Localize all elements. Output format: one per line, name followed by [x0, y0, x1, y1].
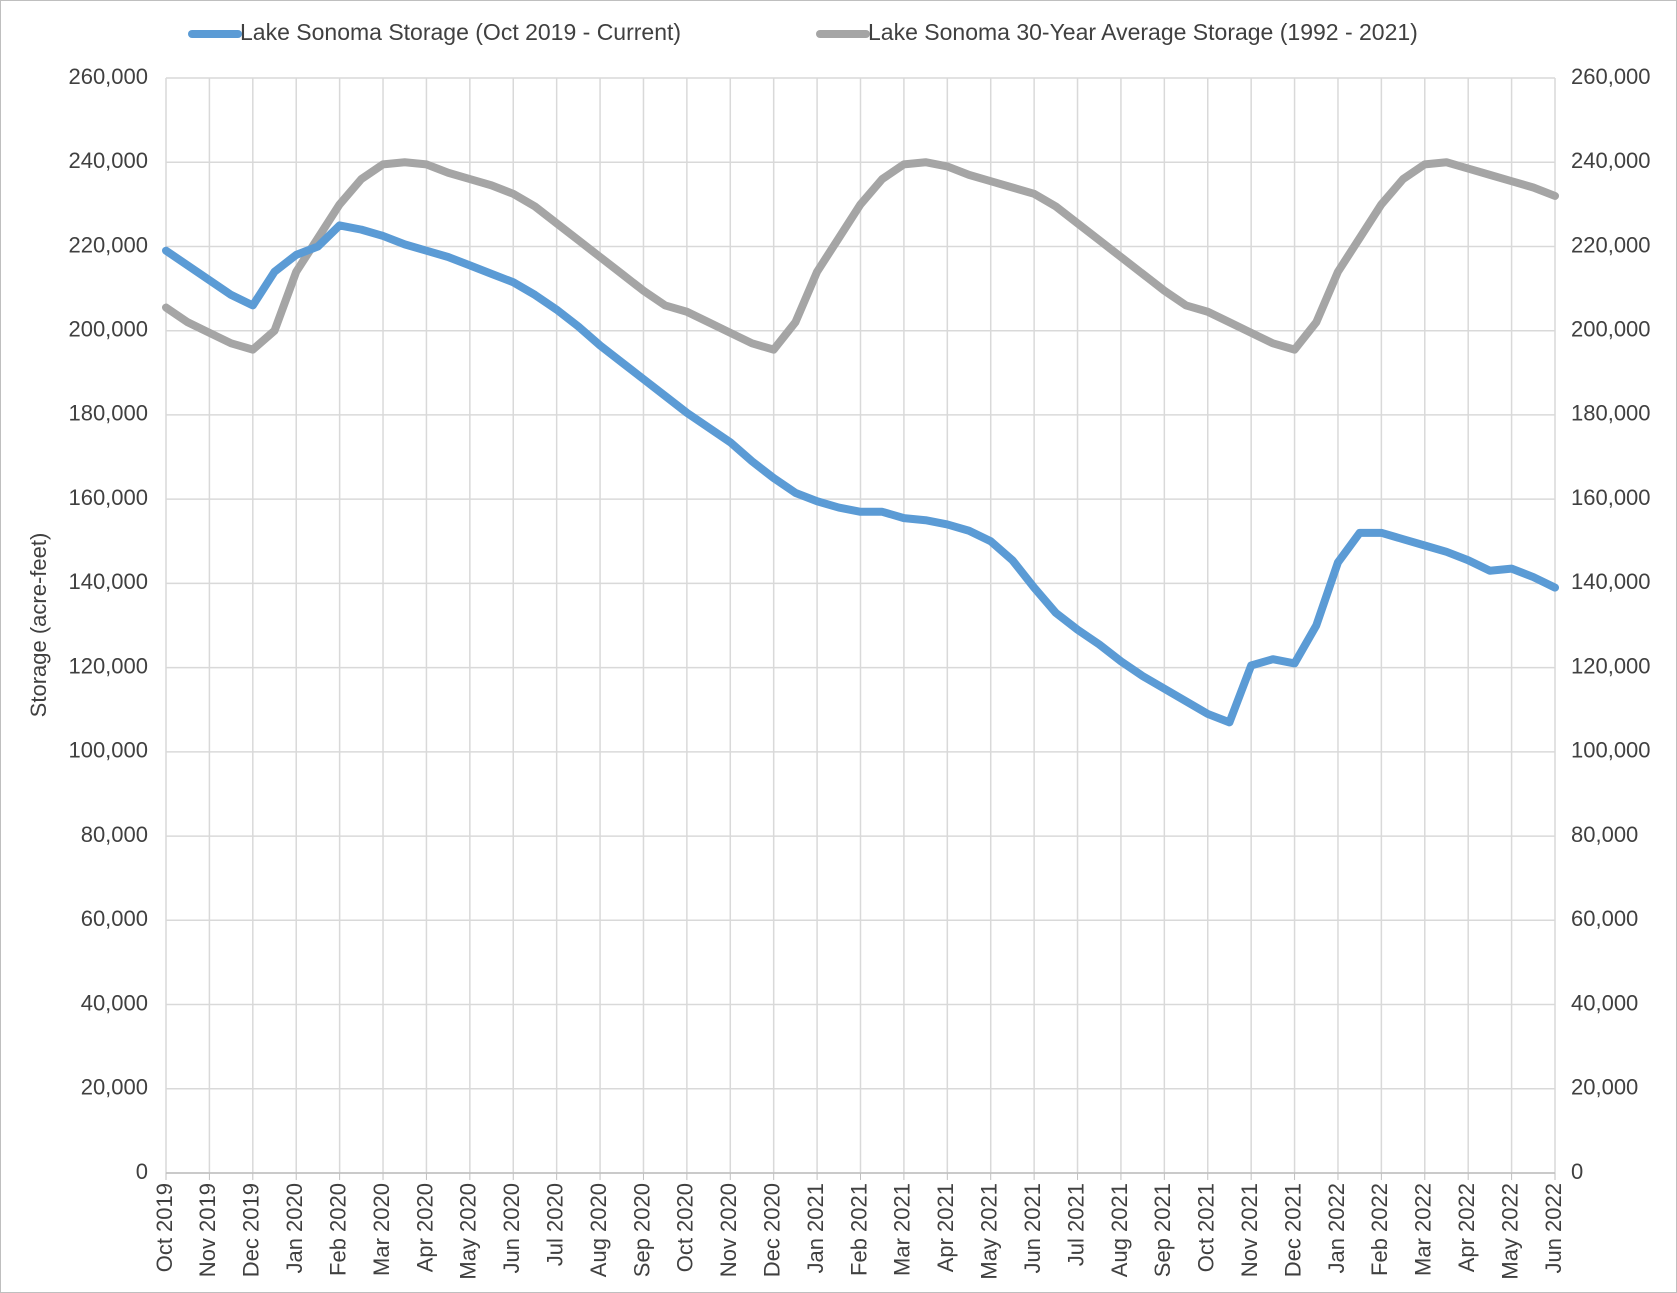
labels: 0 20,000 40,000 60,000 80,000 100,000 120,000 1…: [68, 64, 1650, 1280]
y-tick-label: 220,000: [68, 232, 148, 257]
x-tick-label: Apr 2020: [412, 1183, 437, 1272]
series-line: [162, 158, 1559, 354]
y2-tick-label: 160,000: [1571, 485, 1651, 510]
x-tick-label: Jan 2022: [1324, 1183, 1349, 1274]
x-tick-label: May 2020: [456, 1183, 481, 1280]
y-tick-label: 40,000: [81, 990, 148, 1015]
x-tick-label: Feb 2021: [846, 1183, 871, 1276]
x-tick-label: Jan 2020: [282, 1183, 307, 1274]
y2-tick-label: 0: [1571, 1159, 1583, 1184]
x-tick-label: Mar 2022: [1411, 1183, 1436, 1276]
x-tick-label: Nov 2019: [195, 1183, 220, 1277]
x-tick-label: Mar 2020: [369, 1183, 394, 1276]
y2-tick-label: 40,000: [1571, 990, 1638, 1015]
x-tick-label: Oct 2019: [152, 1183, 177, 1272]
series-line: [162, 221, 1559, 727]
x-tick-label: Sep 2020: [629, 1183, 654, 1277]
x-tick-label: Sep 2021: [1150, 1183, 1175, 1277]
x-tick-label: Oct 2020: [673, 1183, 698, 1272]
x-tick-label: Jan 2021: [803, 1183, 828, 1274]
x-tick-label: Mar 2021: [890, 1183, 915, 1276]
grid: [165, 77, 1556, 1180]
x-tick-label: Dec 2020: [760, 1183, 785, 1277]
x-tick-label: Dec 2021: [1280, 1183, 1305, 1277]
x-tick-label: Jun 2021: [1020, 1183, 1045, 1274]
y-tick-label: 200,000: [68, 317, 148, 342]
y2-tick-label: 100,000: [1571, 738, 1651, 763]
y2-tick-label: 260,000: [1571, 64, 1651, 89]
y-tick-label: 0: [136, 1159, 148, 1184]
y2-tick-label: 120,000: [1571, 653, 1651, 678]
x-tick-label: Jun 2020: [499, 1183, 524, 1274]
y2-tick-label: 80,000: [1571, 822, 1638, 847]
y-tick-label: 100,000: [68, 738, 148, 763]
x-tick-label: May 2022: [1497, 1183, 1522, 1280]
y-tick-label: 20,000: [81, 1075, 148, 1100]
y-tick-label: 240,000: [68, 148, 148, 173]
lines: [162, 158, 1559, 727]
x-tick-label: Nov 2020: [716, 1183, 741, 1277]
y-tick-label: 80,000: [81, 822, 148, 847]
y2-tick-label: 20,000: [1571, 1075, 1638, 1100]
y-tick-label: 120,000: [68, 653, 148, 678]
legend-label: Lake Sonoma 30-Year Average Storage (199…: [868, 19, 1418, 45]
y-tick-label: 180,000: [68, 401, 148, 426]
y2-tick-label: 140,000: [1571, 569, 1651, 594]
x-tick-label: Aug 2021: [1107, 1183, 1132, 1277]
legend-label: Lake Sonoma Storage (Oct 2019 - Current): [240, 19, 681, 45]
y2-tick-label: 200,000: [1571, 317, 1651, 342]
y-axis-label: Storage (acre-feet): [26, 533, 51, 718]
legend: Lake Sonoma Storage (Oct 2019 - Current)…: [188, 19, 1418, 45]
y-tick-label: 60,000: [81, 906, 148, 931]
x-tick-label: Jul 2021: [1063, 1183, 1088, 1266]
x-tick-label: Feb 2022: [1367, 1183, 1392, 1276]
y-tick-label: 140,000: [68, 569, 148, 594]
x-tick-label: Apr 2022: [1454, 1183, 1479, 1272]
x-tick-label: Nov 2021: [1237, 1183, 1262, 1277]
y-tick-label: 160,000: [68, 485, 148, 510]
x-tick-label: Oct 2021: [1194, 1183, 1219, 1272]
y2-tick-label: 60,000: [1571, 906, 1638, 931]
x-tick-label: Feb 2020: [325, 1183, 350, 1276]
x-tick-label: Jun 2022: [1541, 1183, 1566, 1274]
y2-tick-label: 220,000: [1571, 232, 1651, 257]
x-tick-label: May 2021: [977, 1183, 1002, 1280]
y2-tick-label: 240,000: [1571, 148, 1651, 173]
y-tick-label: 260,000: [68, 64, 148, 89]
x-tick-label: Dec 2019: [239, 1183, 264, 1277]
y2-tick-label: 180,000: [1571, 401, 1651, 426]
x-tick-label: Apr 2021: [933, 1183, 958, 1272]
x-tick-label: Jul 2020: [542, 1183, 567, 1266]
x-tick-label: Aug 2020: [586, 1183, 611, 1277]
